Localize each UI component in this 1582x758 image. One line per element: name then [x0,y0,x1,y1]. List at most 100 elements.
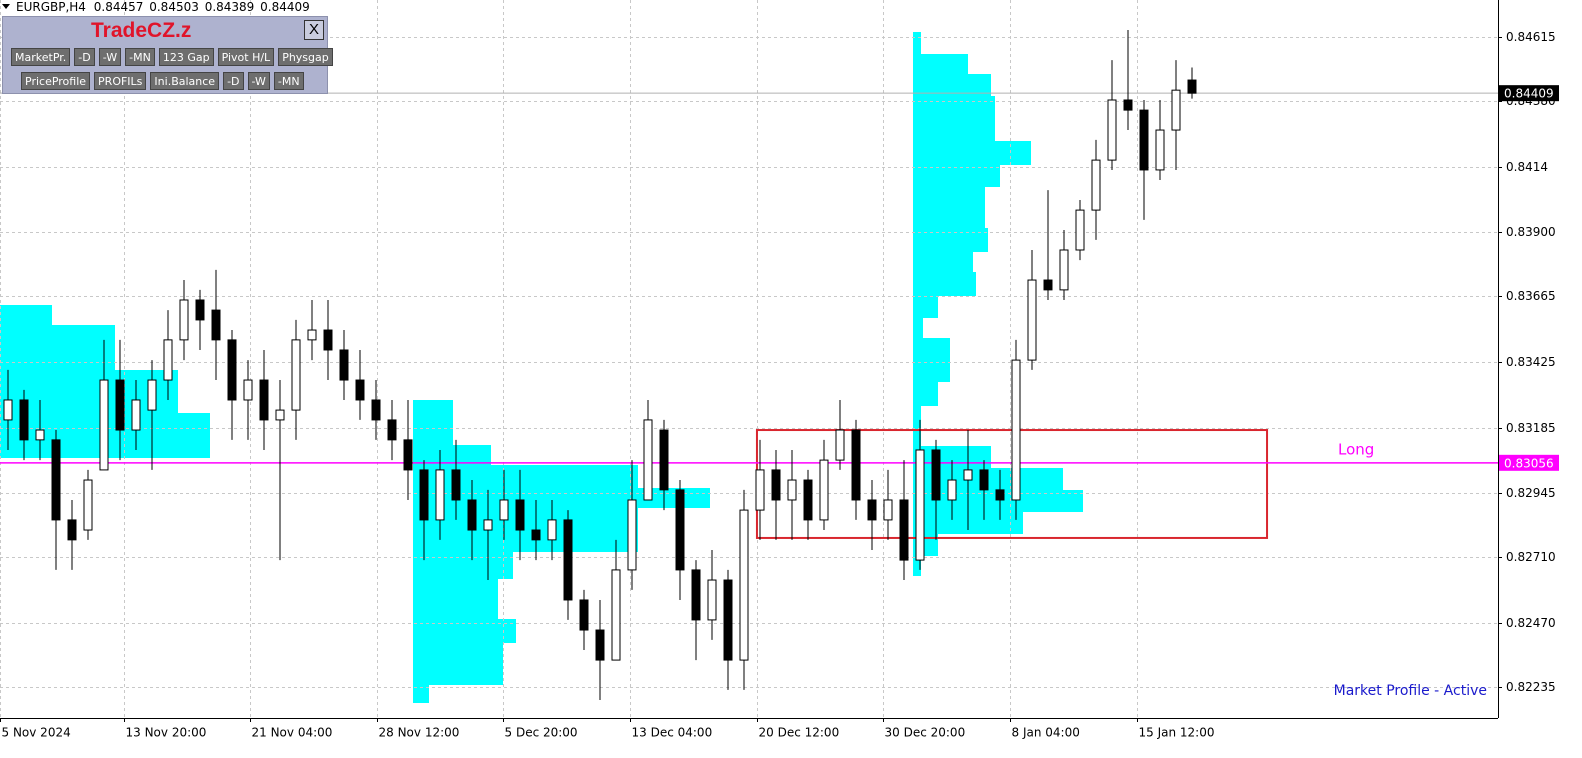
button-row: PriceProfile PROFILs Ini.Balance -D -W -MN [21,72,304,90]
candle-body [275,409,285,421]
candle-body [915,449,925,561]
candle-body [499,499,509,521]
candle-body [563,519,573,601]
panel-button[interactable]: Pivot H/L [217,48,275,66]
y-tick-label: 0.82710 [1506,550,1556,564]
candle-body [291,339,301,411]
profile-block [913,74,991,98]
candle-body [723,579,733,661]
candle-body [99,379,109,471]
panel-title: TradeCZ.z [91,19,192,42]
panel-button[interactable]: MarketPr. [11,48,71,66]
panel-button[interactable]: PriceProfile [21,72,91,90]
candle-body [1027,279,1037,361]
profile-block [913,250,973,274]
panel-button[interactable]: -W [98,48,122,66]
x-tick-label: 15 Jan 12:00 [1139,726,1215,740]
candle-body [883,499,893,521]
candle-body [659,429,669,491]
y-tick-label: 0.83900 [1506,225,1556,239]
candle-body [435,469,445,521]
candle-body [1123,99,1133,111]
profile-block [913,32,921,56]
candle-body [67,519,77,541]
symbol-menu-arrow[interactable] [2,4,10,9]
candle-body [995,489,1005,501]
candle-body [755,469,765,511]
panel-button[interactable]: 123 Gap [158,48,214,66]
candle-body [947,479,957,501]
candle-body [531,529,541,541]
candle-body [515,499,525,531]
candle-body [547,519,557,541]
candle-body [643,419,653,501]
candle-body [675,489,685,571]
profile-block [913,96,995,143]
candle-body [899,499,909,561]
candle-body [931,449,941,501]
candle-body [419,469,429,521]
candle-body [691,569,701,621]
candle-body [835,429,845,461]
x-tick-label: 28 Nov 12:00 [379,726,460,740]
candle-body [1043,279,1053,291]
x-tick-label: 13 Nov 20:00 [126,726,207,740]
panel-button[interactable]: -D [223,72,244,90]
candle-body [467,499,477,531]
profile-block [0,325,115,372]
panel-button[interactable]: -D [74,48,95,66]
candle-body [1059,249,1069,291]
market-profiles [0,32,1083,703]
panel-button[interactable]: -W [247,72,270,90]
panel-close[interactable]: X [304,20,324,40]
profile-block [413,505,638,552]
profile-block [913,554,921,576]
candle-body [83,479,93,531]
profile-block [913,163,1000,187]
candle-body [611,569,621,661]
candle-body [323,329,333,351]
panel-button[interactable]: -MN [125,48,155,66]
profile-block [413,465,638,490]
profile-block [913,141,1031,165]
x-tick-label: 8 Jan 04:00 [1012,726,1080,740]
x-tick-label: 21 Nov 04:00 [252,726,333,740]
candle-body [371,399,381,421]
header-close: 0.84409 [260,0,310,14]
profile-block [413,577,498,621]
candle-body [627,499,637,571]
candle-body [979,469,989,491]
profile-block [413,619,516,643]
candle-body [19,399,29,441]
panel-button[interactable]: Ini.Balance [150,72,220,90]
candle-body [179,299,189,341]
candle-body [739,509,749,661]
level-price-box [1499,454,1559,471]
button-row: MarketPr. -D -W -MN 123 Gap Pivot H/L Physgap [11,48,333,66]
candle-body [963,469,973,481]
candle-body [403,439,413,471]
candle-body [195,299,205,321]
level-price-label: 0.83056 [1504,456,1554,470]
candle-body [787,479,797,501]
x-tick-label: 5 Dec 20:00 [505,726,578,740]
candle-body [867,499,877,521]
profile-block [913,316,923,340]
candle-body [259,379,269,421]
candle-body [243,379,253,401]
panel-button[interactable]: Physgap [278,48,333,66]
candle-body [707,579,717,621]
candle-body [355,379,365,401]
candle-body [1091,159,1101,211]
y-tick-label: 0.83665 [1506,289,1556,303]
profile-block [913,404,921,448]
profile-block [413,550,513,579]
panel-button[interactable]: -MN [273,72,304,90]
grid [0,0,1498,718]
x-tick-label: 20 Dec 12:00 [759,726,840,740]
candle-body [1139,109,1149,171]
y-tick-label: 0.82235 [1506,680,1556,694]
panel-button[interactable]: PROFILs [94,72,147,90]
current-price-label: 0.84409 [1504,87,1554,101]
